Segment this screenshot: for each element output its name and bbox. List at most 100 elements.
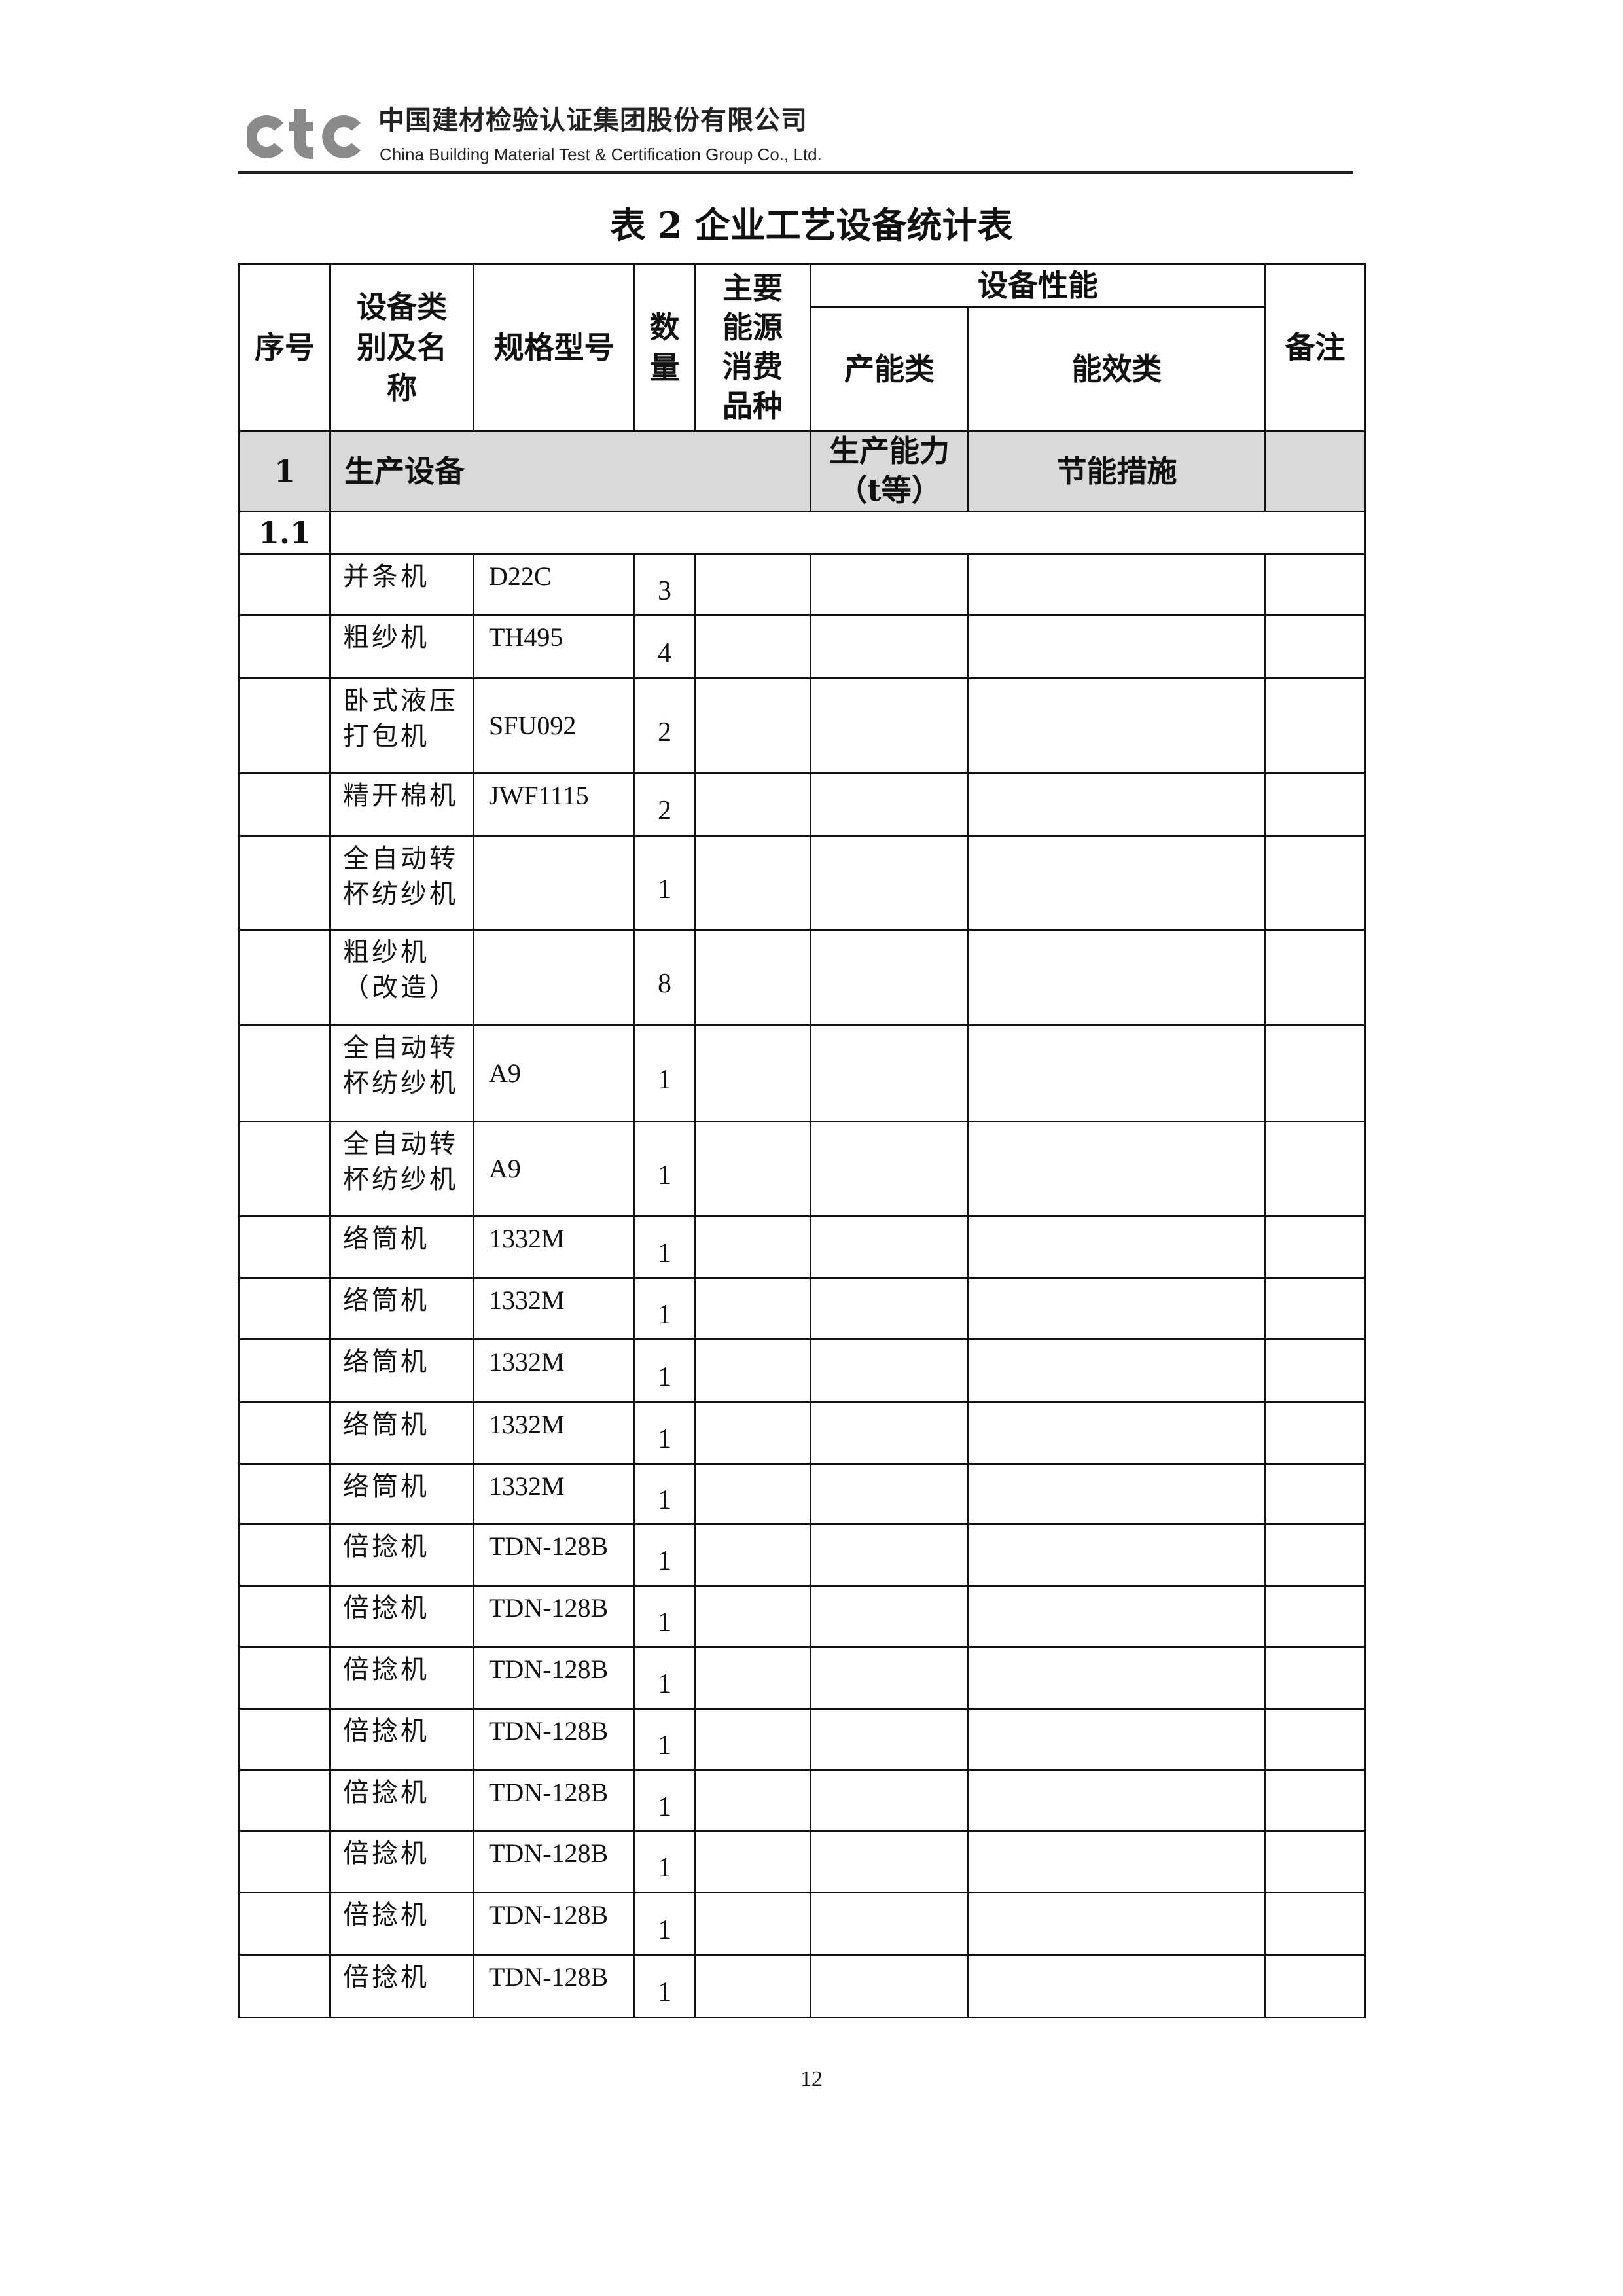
energy-cell	[694, 1338, 812, 1404]
qty-cell: 8	[633, 929, 696, 1027]
model-cell: 1332M	[473, 1401, 635, 1465]
remark-cell	[1264, 1646, 1366, 1710]
efficiency-cell	[967, 1585, 1266, 1649]
table-row: 精开棉机 JWF1115 2	[238, 772, 1366, 838]
capacity-cell	[810, 1121, 969, 1218]
qty-cell: 1	[633, 1585, 696, 1649]
energy-cell	[694, 1769, 812, 1833]
capacity-cell	[810, 772, 969, 838]
table-row: 倍捻机 TDN-128B 1	[238, 1769, 1366, 1833]
name-cell: 络筒机	[329, 1277, 474, 1341]
section-capacity: 生产能力（t等）	[810, 430, 969, 513]
capacity-cell	[810, 835, 969, 931]
seq-cell	[238, 772, 331, 838]
name-cell: 精开棉机	[329, 772, 474, 838]
qty-cell: 1	[633, 1338, 696, 1404]
name-cell: 倍捻机	[329, 1523, 474, 1587]
seq-cell	[238, 1338, 331, 1404]
energy-cell	[694, 1277, 812, 1341]
page-number: 12	[800, 2067, 823, 2091]
name-cell: 粗纱机（改造）	[329, 929, 474, 1027]
company-name-en: China Building Material Test & Certifica…	[380, 145, 822, 164]
header-qty: 数量	[633, 262, 696, 433]
remark-cell	[1264, 1338, 1366, 1404]
efficiency-cell	[967, 677, 1266, 775]
model-cell: TDN-128B	[473, 1646, 635, 1710]
name-cell: 倍捻机	[329, 1892, 474, 1956]
energy-cell	[694, 772, 812, 838]
efficiency-cell	[967, 1892, 1266, 1956]
efficiency-cell	[967, 1523, 1266, 1587]
energy-cell	[694, 1830, 812, 1894]
capacity-cell	[810, 1024, 969, 1123]
seq-cell	[238, 1830, 331, 1894]
efficiency-cell	[967, 553, 1266, 617]
seq-cell	[238, 1024, 331, 1123]
remark-cell	[1264, 677, 1366, 775]
name-cell: 倍捻机	[329, 1830, 474, 1894]
name-cell: 卧式液压打包机	[329, 677, 474, 775]
energy-cell	[694, 677, 812, 775]
energy-cell	[694, 1463, 812, 1526]
efficiency-cell	[967, 835, 1266, 931]
efficiency-cell	[967, 1024, 1266, 1123]
energy-cell	[694, 1585, 812, 1649]
qty-cell: 1	[633, 835, 696, 931]
name-cell: 倍捻机	[329, 1769, 474, 1833]
table-row: 络筒机 1332M 1	[238, 1215, 1366, 1280]
table-row: 倍捻机 TDN-128B 1	[238, 1646, 1366, 1710]
seq-cell	[238, 929, 331, 1027]
subsection-seq: 1.1	[238, 511, 331, 556]
table-row: 络筒机 1332M 1	[238, 1401, 1366, 1465]
energy-cell	[694, 835, 812, 931]
header-capacity: 产能类	[810, 306, 969, 433]
qty-cell: 1	[633, 1024, 696, 1123]
capacity-cell	[810, 929, 969, 1027]
remark-cell	[1264, 1585, 1366, 1649]
qty-cell: 2	[633, 772, 696, 838]
seq-cell	[238, 1769, 331, 1833]
efficiency-cell	[967, 1646, 1266, 1710]
qty-cell: 1	[633, 1646, 696, 1710]
model-cell: TH495	[473, 614, 635, 680]
table-row: 倍捻机 TDN-128B 1	[238, 1830, 1366, 1894]
remark-cell	[1264, 1708, 1366, 1772]
table-row: 全自动转杯纺纱机 1	[238, 835, 1366, 931]
remark-cell	[1264, 553, 1366, 617]
qty-cell: 1	[633, 1523, 696, 1587]
efficiency-cell	[967, 614, 1266, 680]
energy-cell	[694, 1024, 812, 1123]
qty-cell: 1	[633, 1892, 696, 1956]
header-remark: 备注	[1264, 262, 1366, 433]
remark-cell	[1264, 835, 1366, 931]
name-cell: 粗纱机	[329, 614, 474, 680]
model-cell: 1332M	[473, 1277, 635, 1341]
table-row: 倍捻机 TDN-128B 1	[238, 1892, 1366, 1956]
qty-cell: 1	[633, 1121, 696, 1218]
table-row: 卧式液压打包机 SFU092 2	[238, 677, 1366, 775]
model-cell: A9	[473, 1121, 635, 1218]
efficiency-cell	[967, 1954, 1266, 2019]
capacity-cell	[810, 553, 969, 617]
efficiency-cell	[967, 1215, 1266, 1280]
name-cell: 络筒机	[329, 1215, 474, 1280]
seq-cell	[238, 553, 331, 617]
efficiency-cell	[967, 929, 1266, 1027]
energy-cell	[694, 1954, 812, 2019]
table-row: 粗纱机 TH495 4	[238, 614, 1366, 680]
header-energy: 主要能源消费品种	[694, 262, 812, 433]
header-model: 规格型号	[473, 262, 635, 433]
qty-cell: 1	[633, 1830, 696, 1894]
qty-cell: 4	[633, 614, 696, 680]
efficiency-cell	[967, 1277, 1266, 1341]
efficiency-cell	[967, 1401, 1266, 1465]
table-row: 粗纱机（改造） 8	[238, 929, 1366, 1027]
energy-cell	[694, 1121, 812, 1218]
model-cell: JWF1115	[473, 772, 635, 838]
model-cell: TDN-128B	[473, 1830, 635, 1894]
capacity-cell	[810, 1585, 969, 1649]
model-cell: TDN-128B	[473, 1585, 635, 1649]
remark-cell	[1264, 1121, 1366, 1218]
header-row-2: 产能类 能效类	[240, 306, 1365, 433]
header-seq: 序号	[238, 262, 331, 433]
